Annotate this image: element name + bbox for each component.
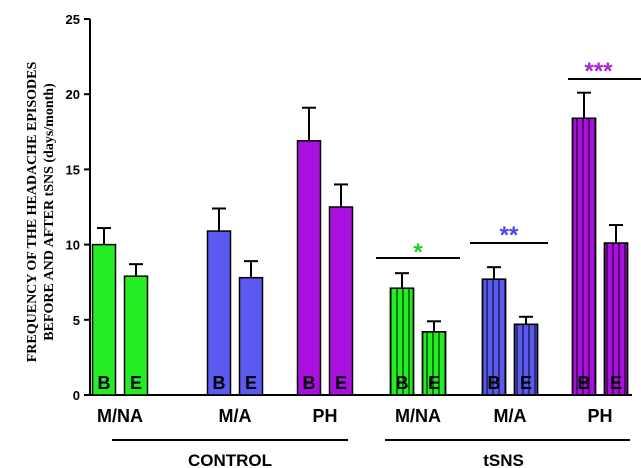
group-label: tSNS [483,451,524,468]
y-tick-label: 20 [66,87,80,102]
bar-label: E [610,373,622,393]
y-tick-label: 10 [66,238,80,253]
category-label: M/NA [395,406,441,426]
bar-hatch [421,331,447,396]
significance-marker: ** [500,222,519,249]
y-axis-label-line-1: FREQUENCY OF THE HEADACHE EPISODES [25,62,40,363]
significance-marker: * [413,239,423,266]
bar-label: B [98,373,111,393]
bar-label: B [303,373,316,393]
y-tick-label: 25 [66,12,80,27]
bar [91,243,117,396]
bar-hatch [603,242,629,396]
y-tick-label: 15 [66,162,80,177]
y-tick-label: 0 [73,388,80,403]
category-label: PH [312,406,337,426]
bar [238,276,264,396]
category-label: M/NA [97,406,143,426]
bar-label: E [520,373,532,393]
significance-marker: *** [584,58,613,85]
bar-label: B [488,373,501,393]
bar [123,275,149,396]
bar [206,230,232,396]
bar [296,140,322,396]
bar-label: E [335,373,347,393]
bar-label: E [428,373,440,393]
bar-label: B [396,373,409,393]
bar-hatch [481,278,507,396]
bar [328,206,354,396]
bar-label: B [578,373,591,393]
y-axis-label-line-2: BEFORE AND AFTER tSNS (days/month) [42,83,57,341]
y-tick-label: 5 [73,313,80,328]
bar-hatch [389,287,415,396]
bar-label: E [245,373,257,393]
group-label: CONTROL [188,451,272,468]
bar-label: E [130,373,142,393]
bar-hatch [571,117,597,396]
category-label: M/A [494,406,527,426]
category-label: M/A [219,406,252,426]
bar-hatch [513,323,539,396]
category-label: PH [587,406,612,426]
bar-label: B [213,373,226,393]
